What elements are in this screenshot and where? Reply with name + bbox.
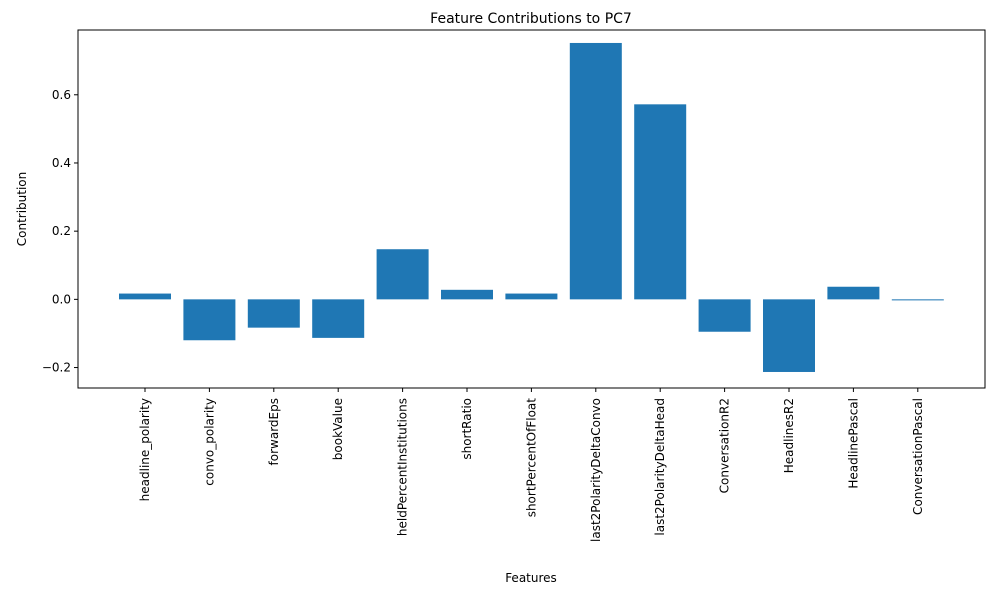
bar-bookValue [312, 299, 365, 338]
bar-HeadlinePascal [827, 286, 880, 300]
bars-group [119, 42, 944, 372]
y-tick-label: −0.2 [42, 361, 71, 375]
x-tick-label: bookValue [331, 398, 345, 460]
x-tick-label: HeadlinesR2 [782, 398, 796, 473]
y-axis-ticks: −0.2 0.0 0.2 0.4 0.6 [42, 88, 78, 375]
bar-HeadlinesR2 [763, 299, 815, 372]
y-tick-label: 0.0 [52, 292, 71, 306]
bar-shortRatio [441, 289, 493, 300]
x-tick-label: ConversationR2 [718, 398, 732, 493]
bar-forwardEps [247, 299, 300, 328]
x-tick-label: HeadlinePascal [846, 398, 860, 489]
bar-last2PolarityDeltaHead [634, 104, 687, 300]
bar-convo_polarity [183, 299, 236, 341]
x-tick-label: shortRatio [460, 398, 474, 460]
x-axis-ticks: headline_polarity convo_polarity forwardEp… [138, 388, 925, 542]
plot-frame [77, 29, 986, 389]
y-axis-label: Contribution [15, 172, 29, 247]
bar-ConversationR2 [698, 299, 751, 332]
bar-shortPercentOfFloat [505, 293, 558, 300]
x-tick-label: ConversationPascal [911, 398, 925, 515]
y-tick-label: 0.4 [52, 156, 71, 170]
bar-headline_polarity [119, 293, 171, 300]
x-axis-label: Features [505, 571, 557, 585]
x-tick-label: forwardEps [267, 398, 281, 465]
x-tick-label: shortPercentOfFloat [524, 398, 538, 518]
bar-ConversationPascal [891, 299, 944, 301]
x-tick-label: last2PolarityDeltaConvo [589, 398, 603, 542]
bar-last2PolarityDeltaConvo [569, 42, 622, 300]
chart-title: Feature Contributions to PC7 [430, 11, 632, 27]
bar-heldPercentInstitutions [376, 249, 429, 300]
x-tick-label: heldPercentInstitutions [396, 398, 410, 536]
y-tick-label: 0.2 [52, 224, 71, 238]
x-tick-label: convo_polarity [202, 398, 216, 486]
x-tick-label: last2PolarityDeltaHead [653, 398, 667, 536]
x-tick-label: headline_polarity [138, 398, 152, 501]
y-tick-label: 0.6 [52, 88, 71, 102]
